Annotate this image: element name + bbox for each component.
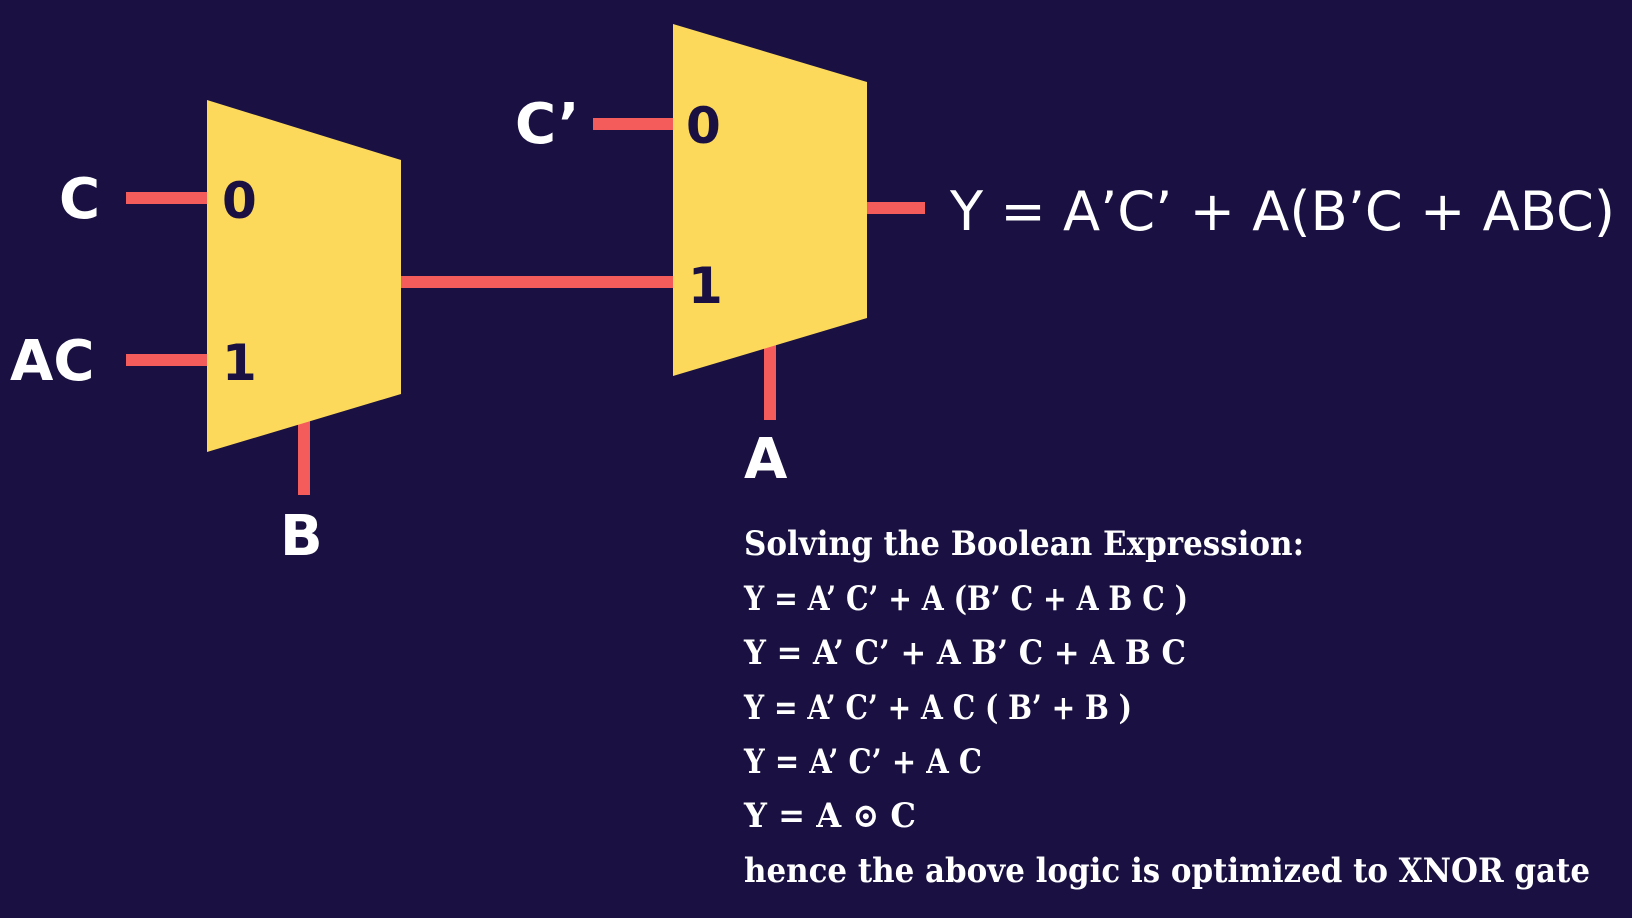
signal-b-label: B [280, 504, 323, 569]
signal-cprime-label: C’ [515, 92, 579, 157]
solution-step-3: Y = A’ C’ + A C ( B’ + B ) [743, 688, 1132, 728]
solution-step-1: Y = A’ C’ + A (B’ C + A B C ) [743, 579, 1188, 619]
solution-step-2: Y = A’ C’ + A B’ C + A B C [743, 633, 1186, 673]
mux2-input0-select-label: 0 [686, 97, 721, 155]
solution-heading: Solving the Boolean Expression: [744, 524, 1304, 564]
mux1-body [207, 100, 401, 452]
solution-step-5: Y = A ⊙ C [743, 796, 916, 836]
solution-conclusion: hence the above logic is optimized to XN… [744, 851, 1590, 891]
mux2-input1-select-label: 1 [688, 257, 723, 315]
mux1-input1-select-label: 1 [222, 334, 257, 392]
signal-a-label: A [744, 427, 788, 492]
solution-block: Solving the Boolean Expression: Y = A’ C… [743, 524, 1590, 891]
mux1-input0-select-label: 0 [222, 172, 257, 230]
signal-c-label: C [59, 167, 100, 232]
signal-ac-label: AC [10, 329, 94, 394]
solution-step-4: Y = A’ C’ + A C [743, 742, 982, 782]
output-expression: Y = A’C’ + A(B’C + ABC) [949, 180, 1615, 243]
wires [126, 118, 925, 495]
mux2-body [673, 24, 867, 376]
